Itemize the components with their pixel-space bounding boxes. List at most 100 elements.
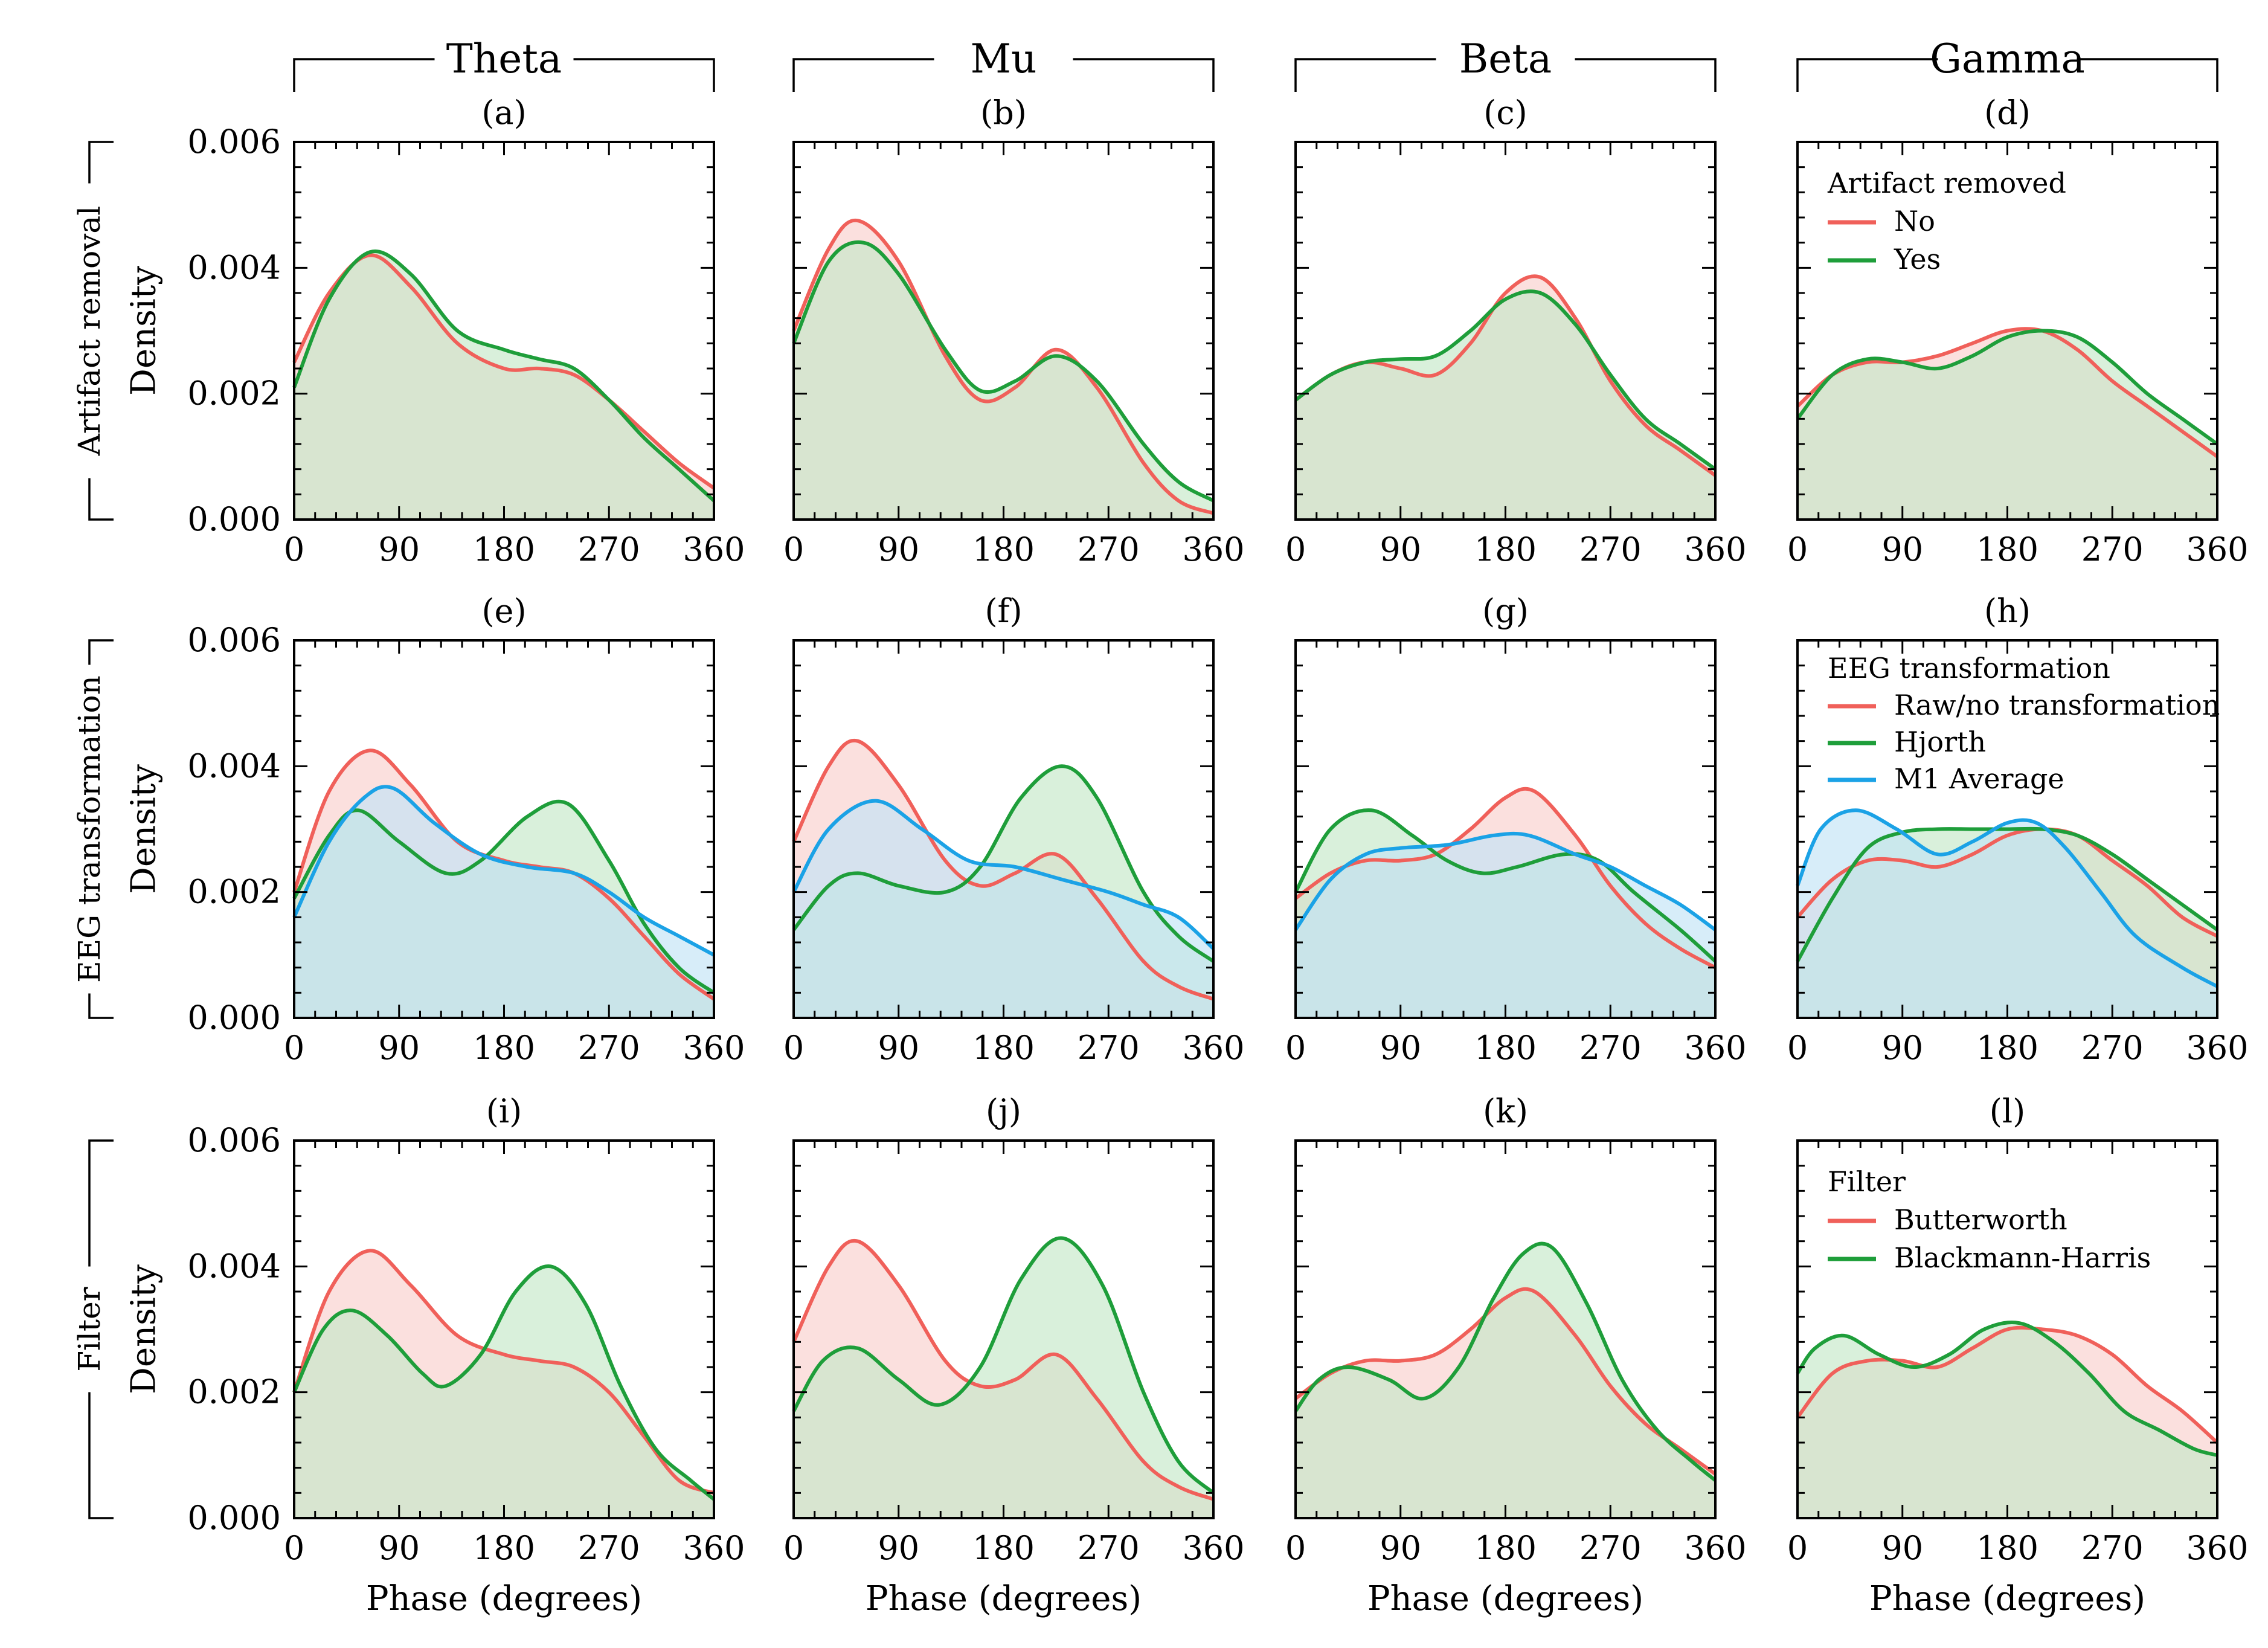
x-tick-label: 0 [1787,530,1808,568]
x-tick-label: 0 [1285,1029,1306,1067]
panel-label: (h) [1984,592,2031,630]
column-title: Gamma [1930,36,2085,82]
panel: (f) 0 90 180 270 360 [783,592,1245,1067]
x-tick-label: 270 [2081,1029,2144,1067]
x-tick-label: 0 [284,1529,304,1567]
density-line [792,799,1215,950]
x-tick-label: 270 [1078,1029,1140,1067]
panel: (l) 0 90 180 270 360 Phase (degrees) Filter Butt… [1787,1092,2249,1618]
panel: (a) 0 90 180 270 360 0.000 0.002 0.004 0.006 Densi… [124,94,745,568]
y-tick-label: 0.002 [187,1373,281,1411]
x-tick-label: 270 [1078,530,1140,568]
column-title: Mu [970,36,1036,82]
density-lines [1294,1241,1717,1482]
legend-label: Yes [1894,243,1941,275]
density-line [792,738,1215,1001]
density-line [1294,831,1717,932]
y-axis-label: Density [124,764,164,894]
column-title: Theta [446,36,562,82]
y-tick-label: 0.000 [187,500,281,538]
x-tick-label: 0 [284,1029,304,1067]
column-bracket-right [1073,58,1215,92]
legend-label: Blackmann-Harris [1894,1241,2151,1274]
x-tick-label: 270 [578,1529,640,1567]
density-lines [1796,1321,2219,1457]
legend: Filter Butterworth Blackmann-Harris [1828,1165,2151,1274]
panel-label: (c) [1483,94,1527,132]
y-tick-label: 0.006 [187,621,281,659]
legend: Artifact removed No Yes [1827,167,2066,275]
column-bracket-left [1796,58,1938,92]
y-tick-label: 0.006 [187,1121,281,1159]
panel-label: (i) [486,1092,522,1130]
density-line [1796,827,2218,938]
x-tick-label: 360 [1182,530,1244,568]
density-line [792,218,1215,515]
density-line [792,764,1215,963]
density-line [792,240,1215,503]
legend-label: No [1894,205,1935,237]
area-fills [1296,1243,1715,1518]
x-tick-label: 180 [473,1529,535,1567]
x-tick-label: 270 [1579,1529,1642,1567]
density-area [294,787,714,1018]
area-fills [1797,329,2217,520]
y-tick-label: 0.002 [187,375,281,413]
density-line [1796,826,2218,962]
panel: (i) 0 90 180 270 360 0.000 0.002 0.004 0.006 Densi… [124,1092,745,1618]
density-area [1797,1322,2217,1518]
x-tick-label: 270 [1579,1029,1642,1067]
density-area [1296,833,1715,1018]
density-area [794,1238,1213,1518]
panel: (k) 0 90 180 270 360 Phase (degrees) [1285,1092,1747,1618]
area-fills [294,1250,714,1518]
legend-title: Filter [1828,1165,1906,1198]
density-line [292,785,715,957]
x-tick-label: 90 [378,1029,420,1067]
density-line [292,249,716,503]
density-area [1296,1243,1715,1518]
x-tick-label: 360 [683,1529,745,1567]
column-bracket-left [293,58,435,92]
y-axis-label: Density [124,266,164,396]
x-tick-label: 180 [972,1029,1035,1067]
x-tick-label: 0 [783,1529,804,1567]
density-area [1296,291,1715,520]
density-line [1796,1325,2219,1444]
x-tick-label: 0 [284,530,304,568]
x-axis-label: Phase (degrees) [1367,1579,1643,1618]
legend-title: Artifact removed [1827,167,2066,199]
density-line [292,1249,715,1495]
x-tick-label: 90 [1380,1529,1421,1567]
x-tick-label: 360 [1182,1529,1244,1567]
area-fills [1797,810,2217,1018]
density-lines [1294,787,1717,970]
panel-label: (f) [985,592,1022,630]
x-tick-label: 270 [578,530,640,568]
x-tick-label: 180 [473,1029,535,1067]
x-tick-label: 90 [1380,1029,1421,1067]
x-tick-label: 270 [2081,530,2144,568]
column-bracket-right [2077,58,2218,92]
x-tick-label: 360 [1182,1029,1244,1067]
y-axis-label: Density [124,1264,164,1394]
legend-label: Raw/no transformation [1894,689,2220,721]
density-area [294,251,714,520]
y-tick-label: 0.000 [187,999,281,1037]
density-line [292,799,715,994]
x-tick-label: 0 [1285,1529,1306,1567]
density-line [1796,1321,2218,1457]
row-bracket-bottom [88,1392,114,1519]
y-tick-label: 0.004 [187,747,281,785]
panel-label: (l) [1990,1092,2025,1130]
panel-label: (b) [980,94,1027,132]
density-line [1294,1241,1717,1482]
density-line [292,1264,715,1501]
legend-label: Butterworth [1894,1203,2067,1236]
density-line [1294,1287,1717,1476]
x-tick-label: 360 [1684,1529,1746,1567]
x-tick-label: 90 [378,1529,420,1567]
x-axis-label: Phase (degrees) [366,1579,642,1618]
density-area [794,242,1213,520]
